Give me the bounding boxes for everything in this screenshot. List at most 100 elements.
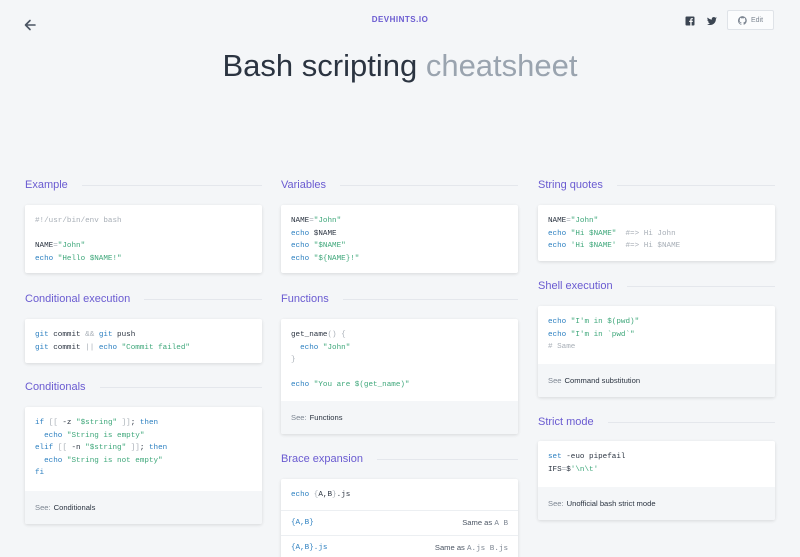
code-line: elif [[ -n "$string" ]]; then xyxy=(35,444,168,452)
code-line: echo "I'm in $(pwd)" xyxy=(548,318,640,326)
same-as-value: A B xyxy=(494,519,508,528)
divider xyxy=(340,184,518,186)
section-title-text: Conditionals xyxy=(25,381,86,393)
card-conditionals: if [[ -z "$string" ]]; then echo "String… xyxy=(25,407,262,524)
see-label: See xyxy=(548,376,562,385)
code-line: NAME="John" xyxy=(291,217,342,225)
github-icon xyxy=(738,15,747,25)
card-example: #!/usr/bin/env bash NAME="John" echo "He… xyxy=(25,205,262,273)
code-line: NAME="John" xyxy=(548,217,599,225)
see-also: See Command substitution xyxy=(538,364,775,397)
facebook-icon[interactable] xyxy=(684,14,696,26)
see-link-conditionals[interactable]: Conditionals xyxy=(53,503,96,512)
see-link-strict-mode[interactable]: Unofficial bash strict mode xyxy=(566,499,656,508)
section-title-text: Functions xyxy=(281,293,329,305)
see-link-functions[interactable]: Functions xyxy=(309,413,343,422)
code-line: #!/usr/bin/env bash xyxy=(35,217,122,225)
card-string-quotes: NAME="John" echo "Hi $NAME" #=> Hi John … xyxy=(538,205,775,261)
site-brand-link[interactable]: DEVHINTS.IO xyxy=(371,15,429,24)
brace-expr: {A,B} xyxy=(291,518,314,527)
code-line: echo "String is not empty" xyxy=(44,456,163,465)
code-line: echo "${NAME}!" xyxy=(291,254,360,263)
code-line: if [[ -z "$string" ]]; then xyxy=(35,419,159,427)
code-line: echo "String is empty" xyxy=(44,431,145,440)
brace-same-as: Same as A.js B.js xyxy=(435,543,508,553)
card-variables: NAME="John" echo $NAME echo "$NAME" echo… xyxy=(281,205,518,273)
code-block: NAME="John" echo $NAME echo "$NAME" echo… xyxy=(281,205,518,273)
code-line: # Same xyxy=(548,343,576,351)
brace-row: {A,B} Same as A B xyxy=(281,509,518,535)
page-title-sub: cheatsheet xyxy=(425,48,578,83)
divider xyxy=(342,298,518,300)
divider xyxy=(616,184,775,186)
section-title-text: Variables xyxy=(281,179,327,191)
section-title-text: Strict mode xyxy=(538,416,594,428)
see-link-command-substitution[interactable]: Command substitution xyxy=(564,376,641,385)
brace-expr: {A,B}.js xyxy=(291,543,328,552)
divider xyxy=(99,386,262,388)
section-title-shell-execution: Shell execution xyxy=(538,280,775,292)
code-line: get_name() { xyxy=(291,331,346,339)
section-title-functions: Functions xyxy=(281,293,518,305)
card-functions: get_name() { echo "John" } echo "You are… xyxy=(281,319,518,434)
code-line: echo "You are $(get_name)" xyxy=(291,381,410,389)
code-line: fi xyxy=(35,469,45,477)
section-title-string-quotes: String quotes xyxy=(538,179,775,191)
same-as-label: Same as xyxy=(462,517,493,527)
section-title-text: Shell execution xyxy=(538,280,613,292)
code-line: NAME="John" xyxy=(35,242,86,250)
section-title-conditional-execution: Conditional execution xyxy=(25,293,262,305)
section-title-text: Example xyxy=(25,179,68,191)
page-title: Bash scripting cheatsheet xyxy=(0,48,800,84)
card-brace-expansion: echo {A,B}.js {A,B} Same as A B {A,B}.js… xyxy=(281,479,518,557)
divider xyxy=(626,285,775,287)
code-block: get_name() { echo "John" } echo "You are… xyxy=(281,319,518,402)
brace-same-as: Same as A B xyxy=(462,518,508,528)
see-also: See: Conditionals xyxy=(25,491,262,524)
card-shell-execution: echo "I'm in $(pwd)" echo "I'm in `pwd`"… xyxy=(538,306,775,397)
code-line: echo "I'm in `pwd`" xyxy=(548,330,635,339)
back-arrow-icon[interactable] xyxy=(22,17,38,33)
code-block: NAME="John" echo "Hi $NAME" #=> Hi John … xyxy=(538,205,775,261)
see-label: See: xyxy=(291,413,307,422)
edit-button[interactable]: Edit xyxy=(727,10,774,30)
see-also: See: Unofficial bash strict mode xyxy=(538,487,775,520)
code-line: echo "$NAME" xyxy=(291,242,346,250)
code-line: git commit || echo "Commit failed" xyxy=(35,343,190,352)
code-line: echo 'Hi $NAME' #=> Hi $NAME xyxy=(548,242,681,250)
section-title-example: Example xyxy=(25,179,262,191)
code-line: set -euo pipefail xyxy=(548,453,626,461)
brace-row: {A,B}.js Same as A.js B.js xyxy=(281,534,518,557)
code-block: #!/usr/bin/env bash NAME="John" echo "He… xyxy=(25,205,262,273)
divider xyxy=(81,184,262,186)
code-block: git commit && git push git commit || ech… xyxy=(25,319,262,363)
code-line: echo $NAME xyxy=(291,229,337,238)
divider xyxy=(144,298,262,300)
code-line: git commit && git push xyxy=(35,331,136,339)
code-line: echo {A,B}.js xyxy=(291,491,351,499)
code-block: echo {A,B}.js xyxy=(281,479,518,510)
twitter-icon[interactable] xyxy=(706,14,718,26)
see-label: See: xyxy=(548,499,564,508)
code-block: echo "I'm in $(pwd)" echo "I'm in `pwd`"… xyxy=(538,306,775,364)
section-title-strict-mode: Strict mode xyxy=(538,416,775,428)
page-title-main: Bash scripting xyxy=(222,48,418,83)
code-line: } xyxy=(291,356,296,364)
top-bar: DEVHINTS.IO Edit xyxy=(0,0,800,40)
section-title-variables: Variables xyxy=(281,179,518,191)
see-label: See: xyxy=(35,503,51,512)
section-title-text: String quotes xyxy=(538,179,603,191)
code-line: echo "Hi $NAME" #=> Hi John xyxy=(548,229,676,238)
code-block: set -euo pipefail IFS=$'\n\t' xyxy=(538,441,775,486)
section-title-brace-expansion: Brace expansion xyxy=(281,453,518,465)
see-also: See: Functions xyxy=(281,401,518,434)
section-title-text: Conditional execution xyxy=(25,293,131,305)
code-line: IFS=$'\n\t' xyxy=(548,465,599,474)
code-block: if [[ -z "$string" ]]; then echo "String… xyxy=(25,407,262,490)
divider xyxy=(376,458,518,460)
divider xyxy=(607,421,775,423)
edit-label: Edit xyxy=(750,16,764,24)
same-as-value: A.js B.js xyxy=(466,544,508,553)
card-conditional-execution: git commit && git push git commit || ech… xyxy=(25,319,262,363)
code-line: echo "John" xyxy=(300,343,351,352)
